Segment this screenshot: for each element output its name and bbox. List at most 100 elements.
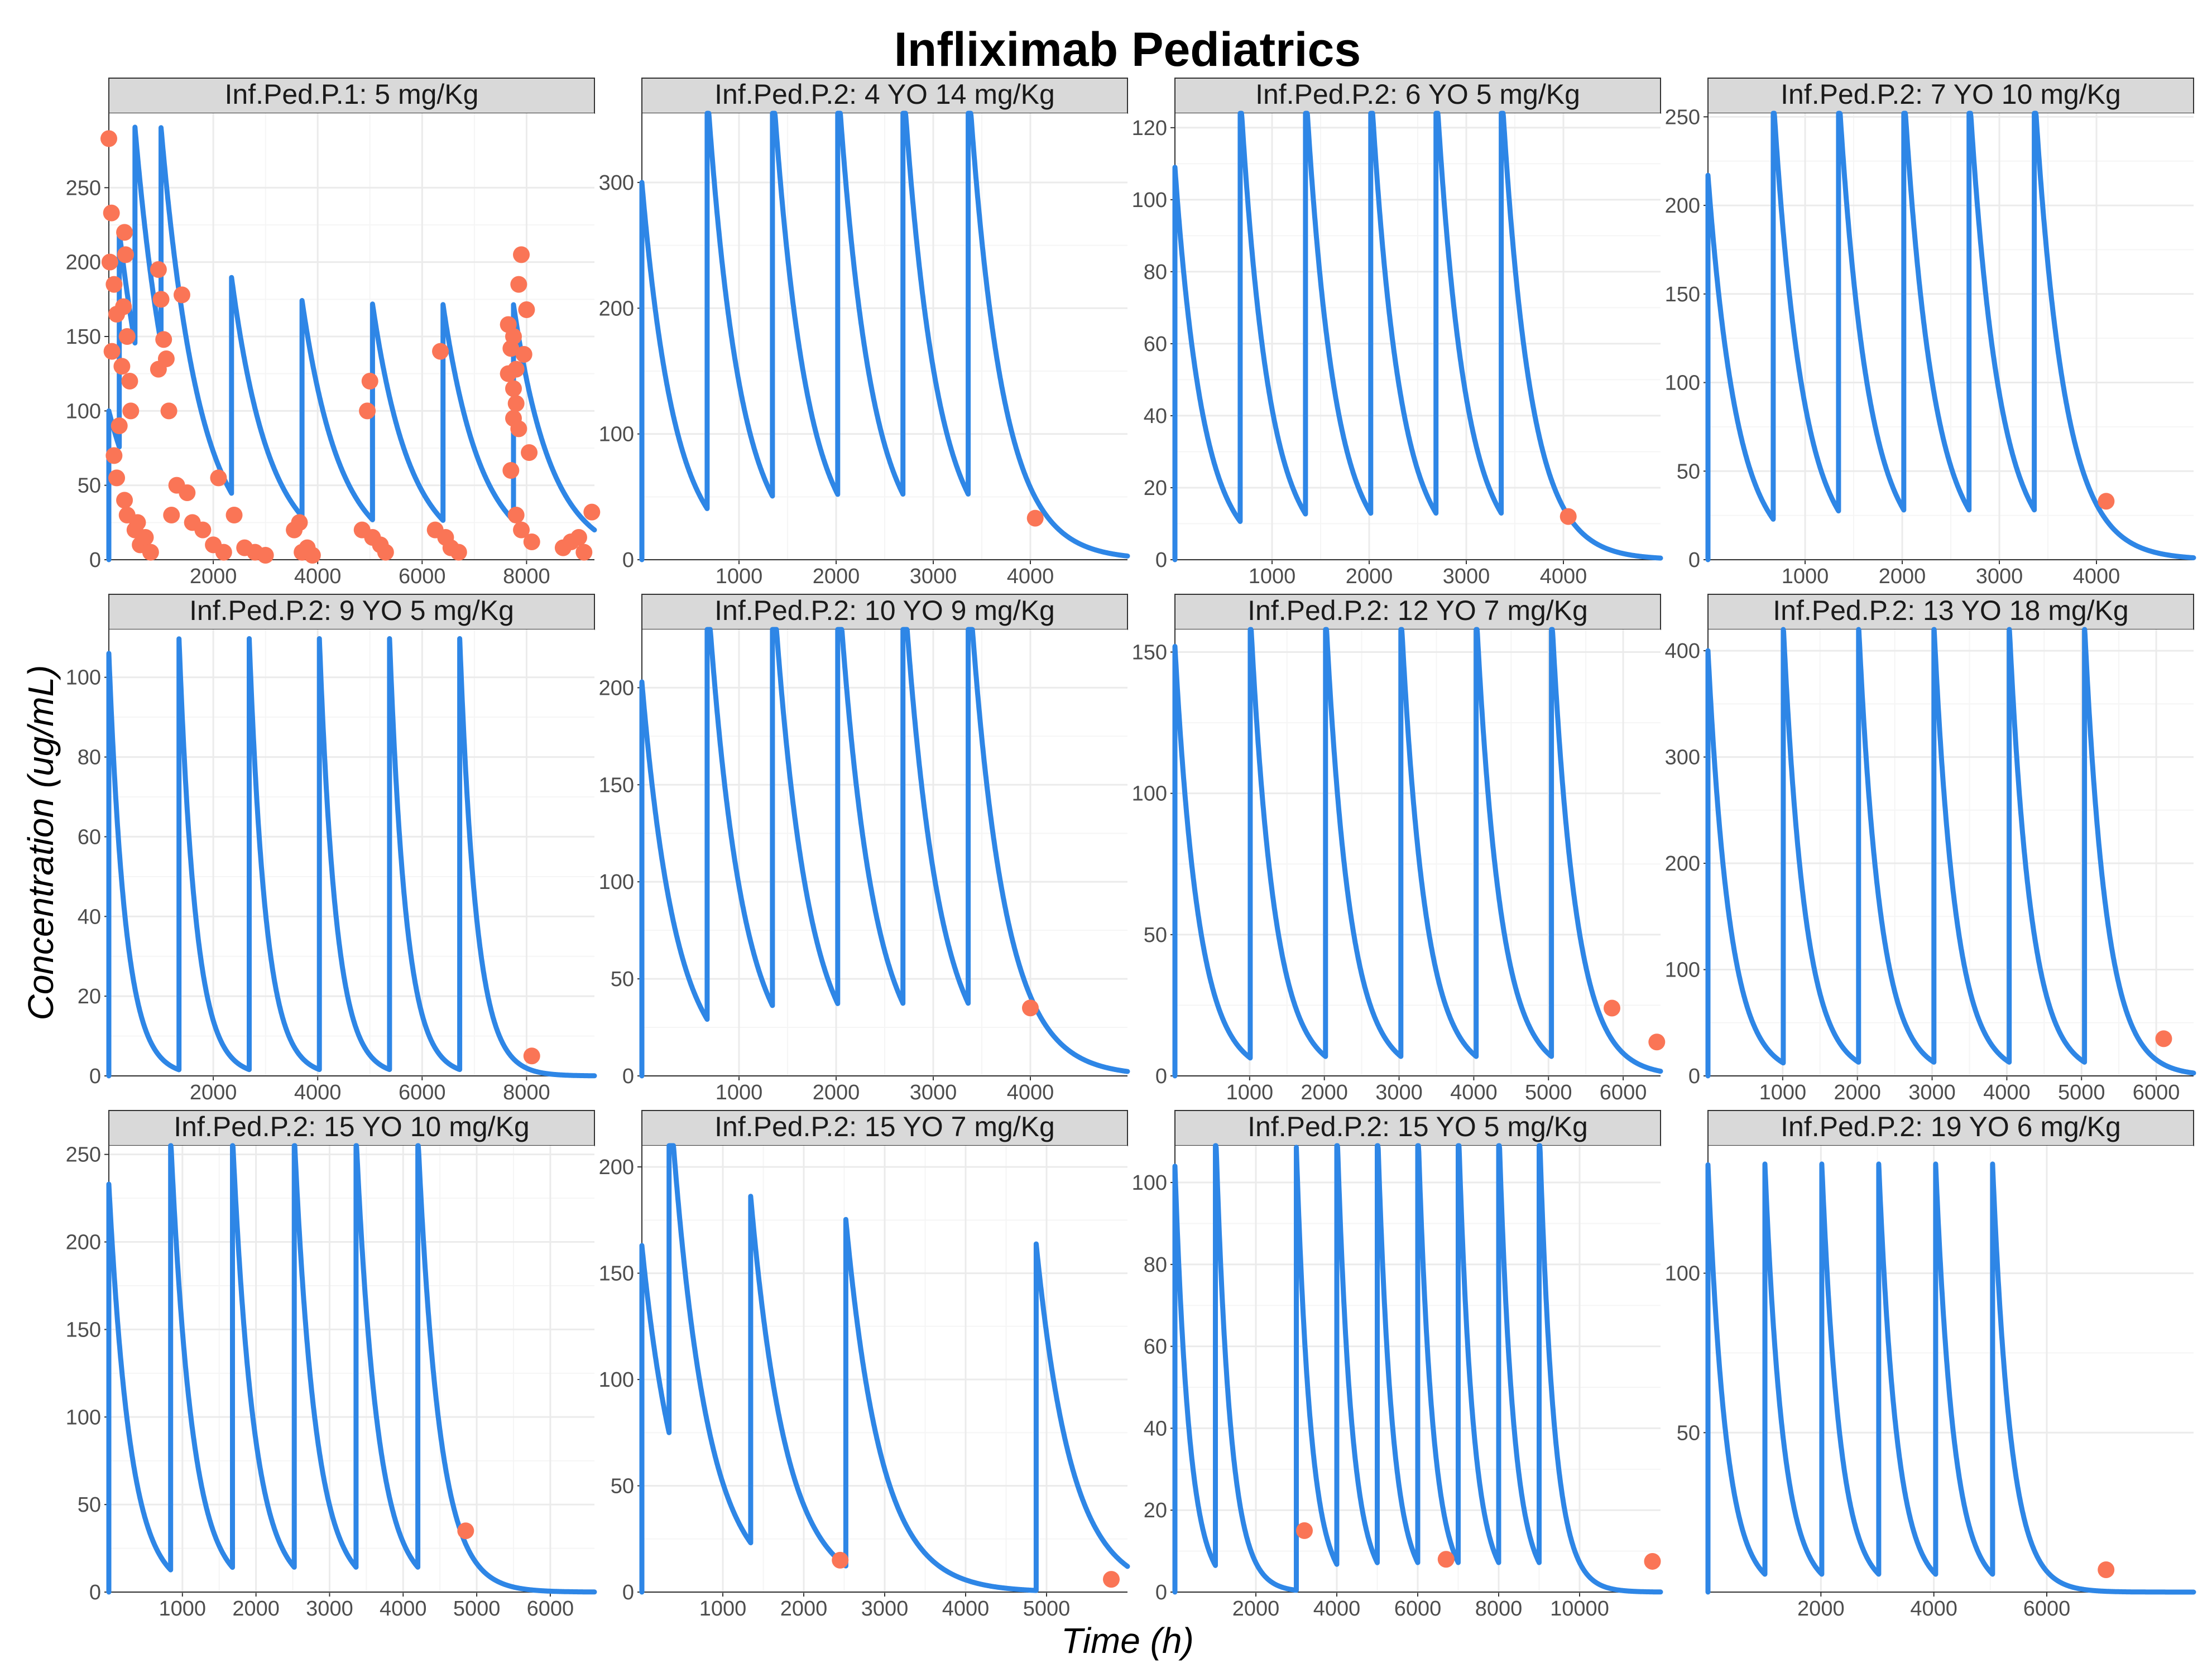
- x-tick-label: 4000: [2073, 565, 2120, 588]
- x-tick-label: 2000: [190, 565, 237, 588]
- observed-point: [515, 346, 532, 363]
- x-tick-label: 3000: [1908, 1081, 1956, 1104]
- facet-label: Inf.Ped.P.2: 7 YO 10 mg/Kg: [1781, 79, 2121, 110]
- y-tick-label: 100: [66, 1406, 101, 1429]
- concentration-line: [1705, 1161, 2196, 1595]
- plot-area: [1708, 1146, 2194, 1592]
- observed-point: [108, 469, 126, 487]
- y-tick-label: 60: [1144, 333, 1167, 356]
- observed-point: [210, 469, 227, 487]
- x-tick-label: 3000: [910, 1081, 957, 1104]
- x-tick-label: 2000: [232, 1597, 280, 1621]
- observed-point: [502, 462, 520, 479]
- x-tick-label: 2000: [780, 1597, 828, 1621]
- observed-point: [1103, 1571, 1120, 1588]
- observed-point: [194, 521, 212, 539]
- y-tick-label: 0: [1155, 1065, 1167, 1088]
- x-tick-label: 6000: [399, 1081, 446, 1104]
- observed-point: [1648, 1033, 1666, 1051]
- observed-point: [500, 365, 517, 382]
- observed-point: [1437, 1551, 1455, 1568]
- observed-point: [157, 350, 175, 367]
- x-tick-label: 4000: [1910, 1597, 1957, 1621]
- y-tick-label: 0: [89, 1581, 101, 1604]
- y-tick-label: 200: [66, 1231, 101, 1254]
- concentration-line: [1172, 627, 1663, 1079]
- facet-strip: [1707, 1110, 2194, 1146]
- observed-point: [225, 507, 243, 523]
- chart-title: Infliximab Pediatrics: [894, 23, 1361, 76]
- y-tick-label: 0: [1688, 1065, 1700, 1088]
- observed-point: [502, 340, 520, 357]
- y-tick-label: 100: [599, 1368, 634, 1392]
- x-tick-label: 3000: [910, 565, 957, 588]
- y-tick-label: 20: [1144, 477, 1167, 500]
- y-tick-label: 0: [622, 1581, 634, 1604]
- x-tick-label: 4000: [1007, 1081, 1054, 1104]
- observed-point: [2155, 1030, 2172, 1047]
- observed-point: [257, 547, 274, 564]
- y-tick-label: 40: [1144, 1417, 1167, 1440]
- observed-point: [304, 547, 321, 564]
- facet-label: Inf.Ped.P.2: 4 YO 14 mg/Kg: [714, 79, 1055, 110]
- facet-panel: Inf.Ped.P.2: 19 YO 6 mg/Kg 2000 4000 6000 50…: [1665, 1110, 2196, 1621]
- observed-point: [570, 529, 587, 546]
- y-tick-label: 50: [1144, 924, 1167, 947]
- observed-point: [518, 301, 535, 318]
- observed-point: [122, 402, 140, 420]
- facet-label: Inf.Ped.P.2: 6 YO 5 mg/Kg: [1255, 79, 1580, 110]
- x-tick-label: 4000: [942, 1597, 990, 1621]
- y-tick-label: 50: [1677, 1421, 1700, 1445]
- observed-point: [505, 380, 522, 397]
- y-tick-label: 150: [66, 325, 101, 349]
- observed-point: [103, 204, 120, 222]
- observed-point: [457, 1522, 474, 1540]
- facet-strip: [1174, 594, 1661, 630]
- y-tick-label: 50: [78, 1493, 101, 1517]
- facet-label: Inf.Ped.P.2: 15 YO 7 mg/Kg: [714, 1111, 1055, 1142]
- observed-point: [523, 1047, 540, 1065]
- y-tick-label: 200: [1665, 194, 1700, 218]
- observed-point: [137, 529, 154, 546]
- observed-point: [152, 291, 170, 308]
- observed-point: [510, 276, 527, 293]
- y-tick-label: 0: [1155, 1581, 1167, 1604]
- x-tick-label: 4000: [294, 565, 342, 588]
- observed-point: [179, 484, 196, 501]
- y-tick-label: 0: [1688, 549, 1700, 572]
- observed-point: [113, 358, 131, 375]
- observed-point: [116, 492, 133, 509]
- concentration-line: [639, 110, 1130, 563]
- observed-point: [103, 343, 121, 360]
- observed-point: [215, 544, 232, 561]
- y-tick-label: 150: [599, 773, 634, 797]
- x-tick-label: 4000: [1540, 565, 1587, 588]
- concentration-line: [1705, 627, 2196, 1079]
- y-tick-label: 50: [611, 968, 634, 991]
- y-tick-label: 80: [1144, 261, 1167, 284]
- x-tick-label: 1000: [1226, 1081, 1274, 1104]
- observed-point: [1604, 999, 1620, 1017]
- observed-point: [160, 402, 177, 420]
- observed-point: [1296, 1522, 1313, 1539]
- observed-point: [507, 507, 525, 523]
- x-tick-label: 4000: [294, 1081, 342, 1104]
- facet-strip: [1174, 78, 1661, 114]
- observed-point: [583, 503, 601, 521]
- observed-point: [105, 276, 123, 293]
- y-tick-label: 150: [1132, 641, 1167, 665]
- y-tick-label: 100: [1665, 372, 1700, 395]
- facet-label: Inf.Ped.P.2: 9 YO 5 mg/Kg: [189, 595, 514, 626]
- x-tick-label: 2000: [1232, 1597, 1280, 1621]
- y-tick-label: 300: [1665, 746, 1700, 770]
- y-tick-label: 0: [1155, 549, 1167, 572]
- observed-point: [432, 343, 449, 360]
- x-tick-label: 1000: [716, 1081, 763, 1104]
- y-tick-label: 100: [1132, 782, 1167, 806]
- y-tick-label: 100: [1665, 1262, 1700, 1286]
